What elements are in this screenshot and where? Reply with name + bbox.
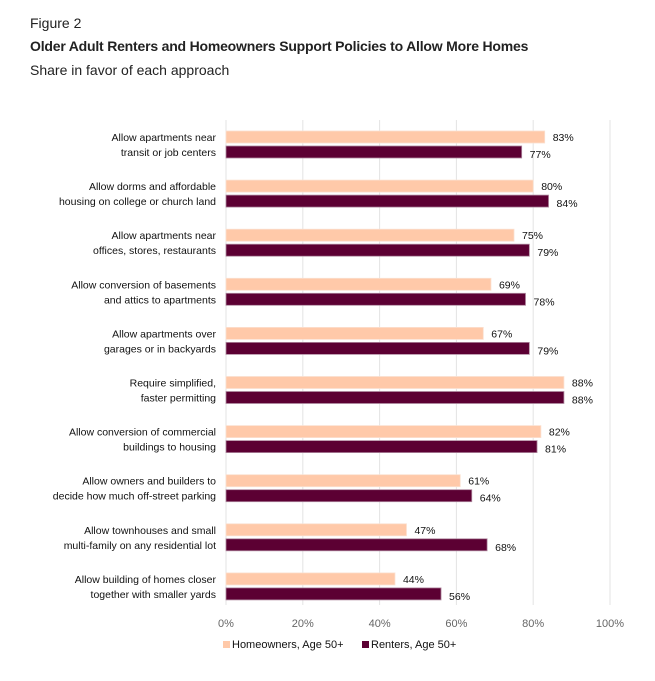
data-label: 83% <box>553 132 574 144</box>
category-label: Allow apartments near <box>112 230 217 242</box>
data-label: 88% <box>572 395 593 407</box>
data-label: 67% <box>491 328 512 340</box>
bar-homeowners <box>225 376 565 389</box>
bar-homeowners <box>225 425 542 439</box>
data-label: 69% <box>499 279 520 291</box>
category-label: housing on college or church land <box>59 196 216 208</box>
data-label: 82% <box>549 427 570 439</box>
chart-subtitle: Share in favor of each approach <box>30 62 230 78</box>
data-label: 84% <box>557 198 578 210</box>
data-label: 79% <box>537 345 558 357</box>
bar-renters <box>225 587 442 601</box>
bar-renters <box>225 538 488 552</box>
data-label: 75% <box>522 230 543 242</box>
category-label: Allow apartments near <box>112 132 217 144</box>
category-label: Allow dorms and affordable <box>89 181 216 193</box>
bar-renters <box>225 391 565 404</box>
category-label: Allow building of homes closer <box>75 574 217 586</box>
category-label: together with smaller yards <box>91 589 216 601</box>
bar-renters <box>225 243 530 257</box>
data-label: 64% <box>480 493 501 505</box>
bar-homeowners <box>225 523 407 537</box>
data-label: 88% <box>572 378 593 390</box>
x-tick-label: 0% <box>218 618 234 630</box>
bar-homeowners <box>225 326 484 340</box>
legend-label: Renters, Age 50+ <box>371 639 456 651</box>
category-label: Require simplified, <box>130 378 216 390</box>
bar-renters <box>225 292 526 306</box>
category-label: decide how much off-street parking <box>53 491 216 503</box>
bar-homeowners <box>225 228 515 242</box>
data-label: 79% <box>537 247 558 259</box>
data-label: 44% <box>403 574 424 586</box>
data-label: 78% <box>534 296 555 308</box>
data-label: 68% <box>495 542 516 554</box>
x-tick-label: 60% <box>445 618 467 630</box>
data-label: 77% <box>530 149 551 161</box>
bar-homeowners <box>225 130 546 144</box>
bar-renters <box>225 145 523 159</box>
x-tick-label: 20% <box>292 618 314 630</box>
x-tick-label: 100% <box>596 618 624 630</box>
bar-homeowners <box>225 572 396 586</box>
x-tick-label: 40% <box>369 618 391 630</box>
bar-renters <box>225 440 538 454</box>
category-label: multi-family on any residential lot <box>64 540 216 552</box>
bar-renters <box>225 194 549 208</box>
data-label: 81% <box>545 444 566 456</box>
category-label: buildings to housing <box>123 442 216 454</box>
category-label: Allow conversion of basements <box>71 279 216 291</box>
x-tick-label: 80% <box>522 618 544 630</box>
bar-homeowners <box>225 277 492 291</box>
category-label: and attics to apartments <box>104 294 216 306</box>
data-label: 80% <box>541 181 562 193</box>
category-label: transit or job centers <box>121 147 216 159</box>
bar-renters <box>225 489 473 503</box>
data-label: 61% <box>468 476 489 488</box>
legend-swatch <box>362 641 369 648</box>
category-label: faster permitting <box>141 393 216 405</box>
data-label: 56% <box>449 591 470 603</box>
bar-homeowners <box>225 179 534 193</box>
bar-homeowners <box>225 474 461 488</box>
legend-swatch <box>223 641 230 648</box>
bar-renters <box>225 341 530 355</box>
category-label: offices, stores, restaurants <box>93 245 216 257</box>
category-label: Allow owners and builders to <box>82 476 216 488</box>
legend-label: Homeowners, Age 50+ <box>232 639 344 651</box>
category-label: Allow apartments over <box>112 328 216 340</box>
data-label: 47% <box>414 525 435 537</box>
category-label: Allow townhouses and small <box>84 525 216 537</box>
category-label: garages or in backyards <box>104 343 216 355</box>
category-label: Allow conversion of commercial <box>69 427 216 439</box>
figure-label: Figure 2 <box>30 15 82 31</box>
chart-title: Older Adult Renters and Homeowners Suppo… <box>30 38 529 54</box>
